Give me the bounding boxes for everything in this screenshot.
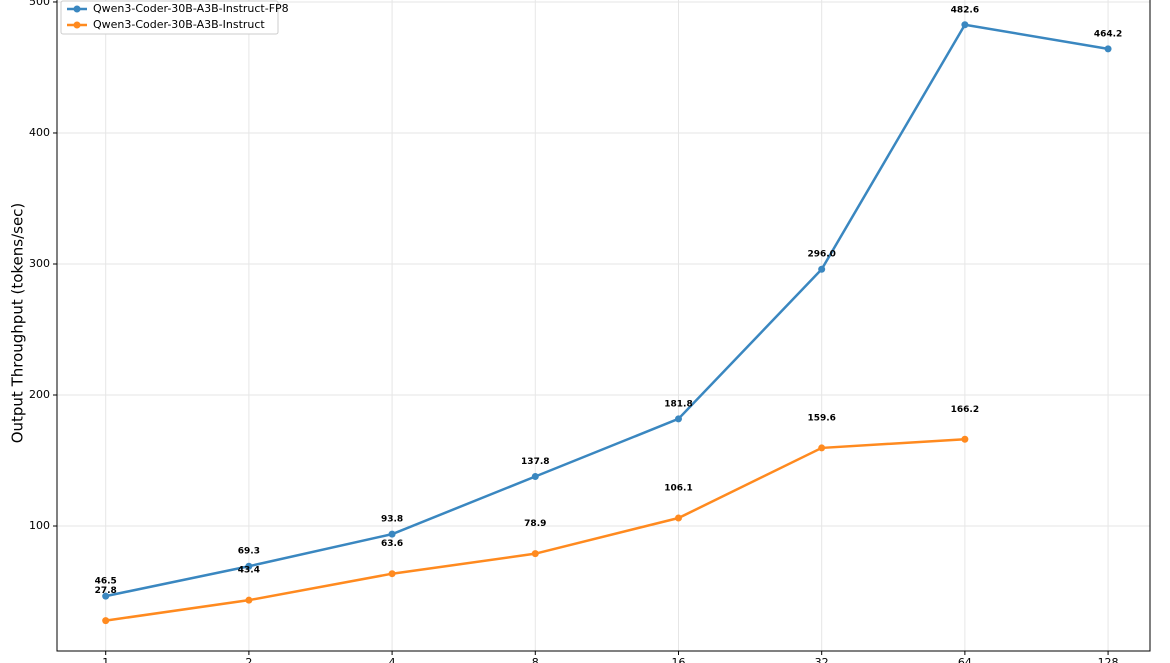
y-tick-label: 100	[29, 519, 50, 532]
y-tick-label: 200	[29, 388, 50, 401]
data-label: 106.1	[664, 484, 692, 494]
data-point	[102, 617, 110, 625]
data-label: 464.2	[1094, 29, 1122, 39]
data-label: 69.3	[238, 547, 260, 557]
x-tick-label: 4	[389, 656, 396, 663]
y-tick-label: 500	[29, 0, 50, 8]
data-point	[818, 444, 826, 452]
data-point	[674, 514, 682, 522]
data-label: 93.8	[381, 515, 403, 525]
y-tick-label: 300	[29, 257, 50, 270]
legend-label: Qwen3-Coder-30B-A3B-Instruct-FP8	[93, 2, 289, 15]
x-tick-label: 8	[532, 656, 539, 663]
data-point	[818, 265, 826, 273]
series-line	[105, 23, 1109, 598]
data-point	[388, 570, 396, 578]
x-tick-label: 32	[815, 656, 829, 663]
x-tick-label: 2	[245, 656, 252, 663]
data-label: 78.9	[524, 519, 546, 529]
data-point	[1104, 45, 1112, 53]
data-label: 166.2	[951, 405, 979, 415]
y-axis-label: Output Throughput (tokens/sec)	[9, 203, 27, 444]
legend-marker	[73, 5, 81, 13]
x-tick-label: 64	[958, 656, 972, 663]
data-point	[531, 472, 539, 480]
data-label: 27.8	[95, 586, 117, 596]
data-label: 43.4	[238, 566, 260, 576]
data-label: 181.8	[664, 399, 692, 409]
data-point	[245, 596, 253, 604]
data-label: 63.6	[381, 539, 403, 549]
data-label: 482.6	[951, 5, 979, 15]
x-tick-label: 1	[102, 656, 109, 663]
data-point	[102, 592, 110, 600]
data-point	[388, 530, 396, 538]
data-point	[961, 21, 969, 29]
y-tick-label: 400	[29, 126, 50, 139]
plot-frame	[56, 0, 1151, 652]
data-label: 137.8	[521, 457, 549, 467]
data-label: 296.0	[807, 250, 835, 260]
legend-box	[60, 0, 279, 35]
x-tick-label: 16	[671, 656, 685, 663]
data-point	[674, 415, 682, 423]
data-point	[245, 562, 253, 570]
x-tick-label: 128	[1098, 656, 1119, 663]
data-point	[961, 435, 969, 443]
legend-label: Qwen3-Coder-30B-A3B-Instruct	[93, 18, 265, 31]
data-label: 159.6	[807, 413, 835, 423]
data-label: 46.5	[95, 577, 117, 587]
data-point	[531, 550, 539, 558]
legend-marker	[73, 21, 81, 29]
